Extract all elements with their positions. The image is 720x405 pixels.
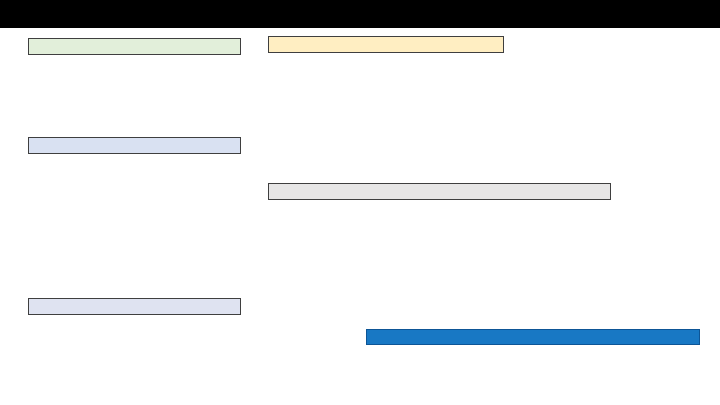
candidates-table	[366, 329, 700, 345]
table-header-row	[268, 183, 611, 200]
table-header-row	[268, 36, 504, 53]
gender-table	[28, 38, 241, 55]
issues-table-title	[268, 183, 611, 200]
gender-table-title	[28, 38, 241, 55]
age-table	[28, 137, 241, 154]
municipality-table-title	[268, 36, 504, 53]
candidates-table-title	[366, 329, 700, 345]
frequency-table	[28, 298, 241, 315]
municipality-table	[268, 36, 504, 53]
table-header-row	[28, 137, 241, 154]
table-header-row	[28, 298, 241, 315]
age-table-title	[28, 137, 241, 154]
issues-table	[268, 183, 611, 200]
frequency-table-title	[28, 298, 241, 315]
table-header-row	[28, 38, 241, 55]
title-bar	[0, 0, 720, 28]
table-header-row	[366, 329, 700, 345]
